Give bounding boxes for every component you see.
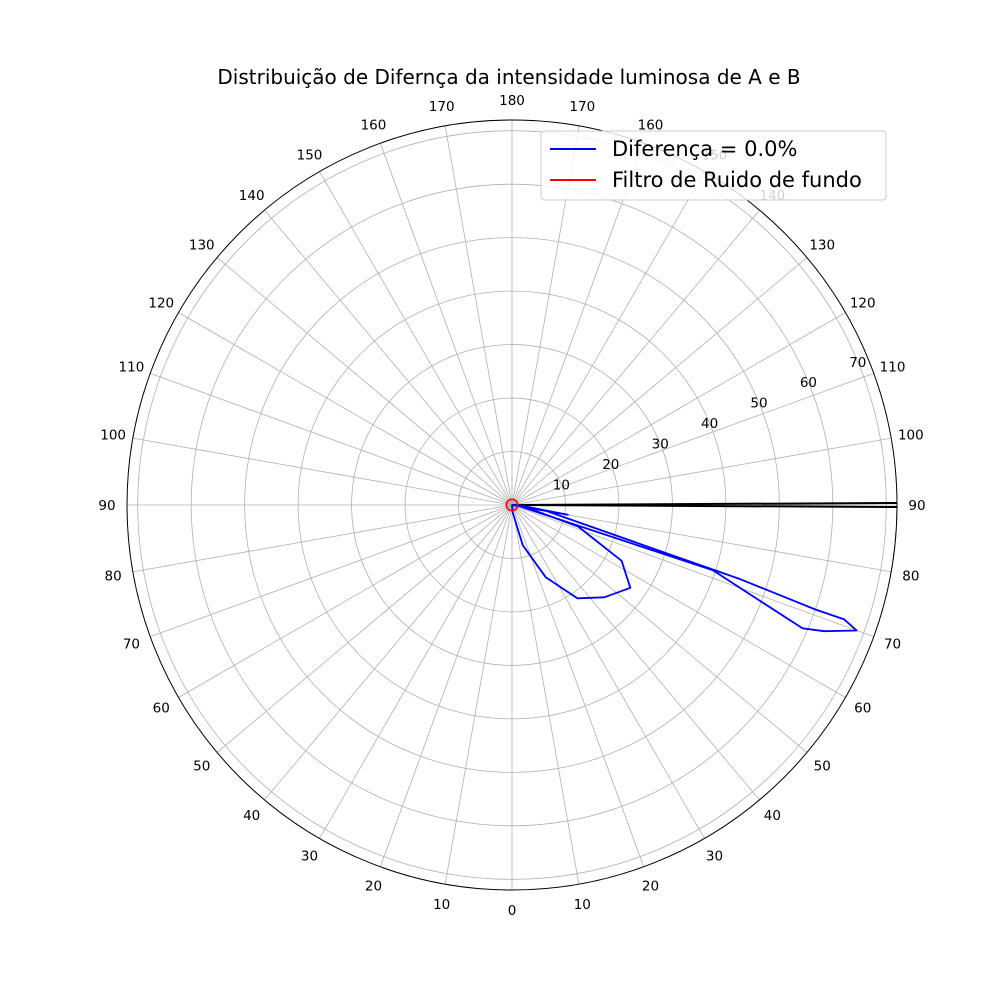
grid-spoke — [178, 504, 513, 698]
angle-tick-label: 110 — [880, 359, 906, 375]
angle-tick-label: 160 — [361, 117, 387, 133]
highlight-line — [511, 501, 897, 506]
angle-tick-label: 180 — [499, 93, 525, 109]
data-series — [505, 498, 897, 633]
legend: Diferença = 0.0% Filtro de Ruido de fund… — [540, 130, 887, 201]
angle-tick-label: 60 — [854, 701, 871, 717]
angle-tick-label: 120 — [148, 296, 174, 312]
chart-title: Distribuição de Difernça da intensidade … — [217, 65, 800, 89]
grid-spoke — [216, 257, 513, 506]
grid-ring — [244, 237, 780, 773]
angle-tick-label: 170 — [429, 99, 455, 115]
angle-tick-label: 150 — [297, 147, 323, 163]
grid-spoke — [511, 257, 808, 506]
grid-spoke — [264, 209, 513, 506]
grid-spoke — [264, 504, 513, 801]
angle-tick-label: 40 — [243, 808, 260, 824]
radial-tick-label: 60 — [800, 375, 817, 391]
grid-spoke — [178, 312, 513, 506]
radial-tick-label: 30 — [652, 437, 669, 453]
angle-tick-label: 0 — [508, 903, 517, 919]
radial-tick-labels: 10 20 30 40 50 60 70 — [553, 355, 867, 494]
angle-tick-label: 170 — [569, 99, 595, 115]
grid-spoke — [444, 125, 513, 506]
angle-tick-label: 100 — [100, 428, 126, 444]
grid-spoke — [511, 437, 892, 506]
angle-tick-label: 100 — [898, 428, 924, 444]
angle-tick-label: 160 — [638, 117, 664, 133]
grid-spoke — [379, 143, 513, 506]
angle-tick-label: 10 — [433, 897, 450, 913]
grid-spoke — [150, 504, 513, 638]
grid-ring — [137, 130, 887, 880]
radial-tick-label: 40 — [701, 416, 718, 432]
angle-tick-label: 70 — [123, 637, 140, 653]
series-line-filtro — [505, 498, 519, 512]
grid-ring — [190, 183, 834, 827]
angle-tick-label: 90 — [98, 498, 115, 514]
legend-label-series-2: Filtro de Ruido de fundo — [612, 168, 862, 192]
grid-spoke — [319, 171, 513, 506]
angle-tick-label: 90 — [908, 498, 925, 514]
angle-tick-label: 130 — [189, 238, 215, 254]
angle-tick-label: 50 — [193, 758, 210, 774]
grid-spoke — [511, 504, 705, 839]
grid-spoke — [444, 504, 513, 885]
polar-frame — [126, 119, 898, 891]
angle-tick-label: 140 — [239, 188, 265, 204]
angle-tick-label: 40 — [764, 808, 781, 824]
grid-spoke — [150, 372, 513, 506]
angle-tick-label: 30 — [706, 849, 723, 865]
grid-spoke — [379, 504, 513, 867]
grid-spoke — [511, 504, 874, 638]
legend-box — [540, 130, 887, 201]
legend-label-series-1: Diferença = 0.0% — [612, 137, 797, 161]
angle-tick-label: 30 — [301, 849, 318, 865]
grid-spoke — [511, 504, 808, 753]
series-line-diferenca — [511, 504, 858, 633]
grid-spoke — [511, 504, 892, 573]
grid-spoke — [511, 504, 580, 885]
angle-tick-label: 80 — [902, 568, 919, 584]
angle-tick-label: 20 — [642, 879, 659, 895]
grid-spoke — [511, 171, 705, 506]
grid-spoke — [319, 504, 513, 839]
angle-tick-label: 70 — [884, 637, 901, 653]
angle-tick-label: 130 — [809, 238, 835, 254]
grid-spoke — [511, 209, 760, 506]
grid-spoke — [132, 437, 513, 506]
angle-tick-label: 50 — [814, 758, 831, 774]
radial-tick-label: 20 — [602, 457, 619, 473]
angle-tick-label: 10 — [574, 897, 591, 913]
grid-spoke — [132, 504, 513, 573]
angle-tick-label: 60 — [153, 701, 170, 717]
radial-tick-label: 50 — [750, 396, 767, 412]
angle-tick-label: 80 — [105, 568, 122, 584]
angle-tick-label: 20 — [365, 879, 382, 895]
grid-spoke — [511, 504, 760, 801]
angle-tick-label: 120 — [850, 296, 876, 312]
grid-ring — [297, 290, 727, 720]
grid-spoke — [511, 312, 846, 506]
angle-tick-label: 110 — [119, 359, 145, 375]
grid-spoke — [216, 504, 513, 753]
radial-tick-label: 70 — [849, 355, 866, 371]
radial-tick-label: 10 — [553, 478, 570, 494]
